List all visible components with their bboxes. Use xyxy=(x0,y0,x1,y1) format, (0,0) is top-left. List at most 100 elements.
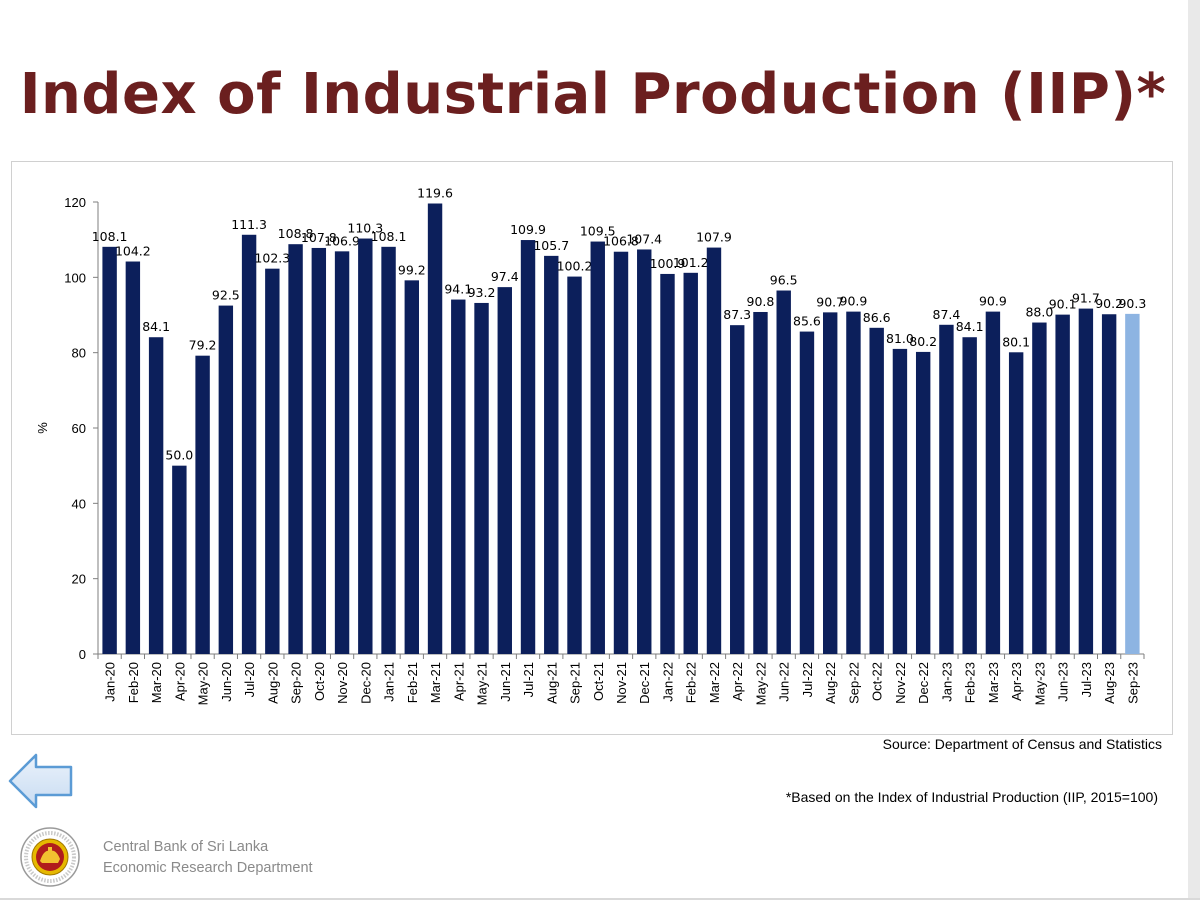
x-tick-label: Oct-21 xyxy=(591,662,606,701)
data-label: 93.2 xyxy=(468,285,496,300)
data-label: 108.1 xyxy=(92,229,128,244)
x-tick-label: Mar-23 xyxy=(986,662,1001,703)
y-tick-label: 0 xyxy=(79,647,86,662)
bar xyxy=(869,327,884,654)
bar xyxy=(404,280,420,654)
x-tick-label: Sep-22 xyxy=(846,662,861,704)
bar xyxy=(102,246,117,654)
x-tick-label: Feb-23 xyxy=(963,662,978,703)
x-tick-label: Mar-22 xyxy=(707,662,722,703)
bar xyxy=(590,241,605,655)
data-label: 107.9 xyxy=(696,230,732,245)
data-label: 110.3 xyxy=(347,221,383,236)
data-label: 84.1 xyxy=(142,319,170,334)
x-tick-label: Jan-23 xyxy=(939,662,954,702)
x-tick-label: Dec-21 xyxy=(637,662,652,704)
central-bank-seal-icon xyxy=(18,827,82,887)
y-tick-label: 20 xyxy=(72,572,86,587)
bar xyxy=(799,331,815,654)
back-button[interactable] xyxy=(8,752,74,810)
organization-name: Central Bank of Sri Lanka Economic Resea… xyxy=(103,837,313,879)
x-tick-label: Aug-23 xyxy=(1102,662,1117,704)
data-label: 109.5 xyxy=(580,224,616,239)
bottom-divider xyxy=(0,898,1200,900)
bar xyxy=(567,276,582,654)
data-label: 90.8 xyxy=(747,294,775,309)
data-label: 107.4 xyxy=(626,231,662,246)
data-label: 97.4 xyxy=(491,269,519,284)
data-label: 92.5 xyxy=(212,288,240,303)
bar xyxy=(288,244,303,654)
data-label: 86.6 xyxy=(863,310,891,325)
bar xyxy=(1101,314,1117,654)
bar xyxy=(939,324,954,654)
data-label: 94.1 xyxy=(444,282,472,297)
data-label: 90.9 xyxy=(840,294,868,309)
data-label: 100.9 xyxy=(650,256,686,271)
bar xyxy=(544,255,559,654)
bar xyxy=(822,312,838,654)
data-label: 99.2 xyxy=(398,262,426,277)
data-label: 105.7 xyxy=(533,238,569,253)
x-tick-label: Sep-21 xyxy=(568,662,583,704)
page-title: Index of Industrial Production (IIP)* xyxy=(19,62,1167,127)
x-tick-label: May-23 xyxy=(1032,662,1047,705)
x-tick-label: Jun-20 xyxy=(219,662,234,702)
x-tick-label: Apr-21 xyxy=(451,662,466,701)
bar xyxy=(776,290,791,654)
data-label: 108.1 xyxy=(371,229,407,244)
data-label: 96.5 xyxy=(770,273,798,288)
data-label: 79.2 xyxy=(189,338,217,353)
bar xyxy=(985,311,1001,654)
data-label: 111.3 xyxy=(231,217,267,232)
data-label: 102.3 xyxy=(254,251,290,266)
chart-panel: 0 20 40 60 80 100 120% 108.1 Jan-20 104.2 Feb-20 84… xyxy=(11,161,1173,735)
data-label: 106.8 xyxy=(603,234,639,249)
y-tick-label: 60 xyxy=(72,421,86,436)
data-label: 90.9 xyxy=(979,294,1007,309)
data-label: 104.2 xyxy=(115,244,151,259)
bar xyxy=(660,273,675,654)
x-tick-label: Dec-20 xyxy=(358,662,373,704)
bar xyxy=(265,268,280,654)
org-line-1: Central Bank of Sri Lanka xyxy=(103,839,269,855)
data-label: 91.7 xyxy=(1072,291,1100,306)
x-tick-label: Dec-22 xyxy=(916,662,931,704)
bar xyxy=(451,299,466,654)
bar xyxy=(218,305,234,654)
bar xyxy=(1078,308,1094,654)
x-tick-label: Jan-20 xyxy=(103,662,118,702)
x-tick-label: Apr-20 xyxy=(172,662,187,701)
data-label: 119.6 xyxy=(417,186,453,201)
data-label: 81.0 xyxy=(886,331,914,346)
bar xyxy=(892,348,908,654)
x-tick-label: Jan-21 xyxy=(382,662,397,702)
data-label: 90.2 xyxy=(1095,296,1123,311)
data-label: 108.8 xyxy=(278,226,314,241)
bar xyxy=(613,251,629,654)
right-edge-strip xyxy=(1188,0,1200,900)
bar xyxy=(520,240,536,654)
data-label: 87.3 xyxy=(723,307,751,322)
bar xyxy=(381,246,396,654)
y-tick-label: 40 xyxy=(72,496,86,511)
x-tick-label: Jun-23 xyxy=(1056,662,1071,702)
bar xyxy=(474,302,489,654)
bar xyxy=(637,249,652,654)
data-label: 106.9 xyxy=(324,233,360,248)
x-tick-label: Nov-20 xyxy=(335,662,350,704)
iip-bar-chart: 0 20 40 60 80 100 120% 108.1 Jan-20 104.2 Feb-20 84… xyxy=(35,186,1146,706)
data-label: 87.4 xyxy=(933,307,961,322)
bar xyxy=(683,272,698,654)
x-tick-label: Apr-23 xyxy=(1009,662,1024,701)
bar xyxy=(753,311,768,654)
x-tick-label: Feb-20 xyxy=(126,662,141,703)
data-label: 88.0 xyxy=(1025,305,1053,320)
x-tick-label: Mar-21 xyxy=(428,662,443,703)
x-tick-label: May-21 xyxy=(475,662,490,705)
data-label: 90.7 xyxy=(816,294,844,309)
bar xyxy=(334,251,350,654)
x-tick-label: Aug-21 xyxy=(544,662,559,704)
x-tick-label: Jan-22 xyxy=(660,662,675,702)
footnote: *Based on the Index of Industrial Produc… xyxy=(785,789,1158,805)
